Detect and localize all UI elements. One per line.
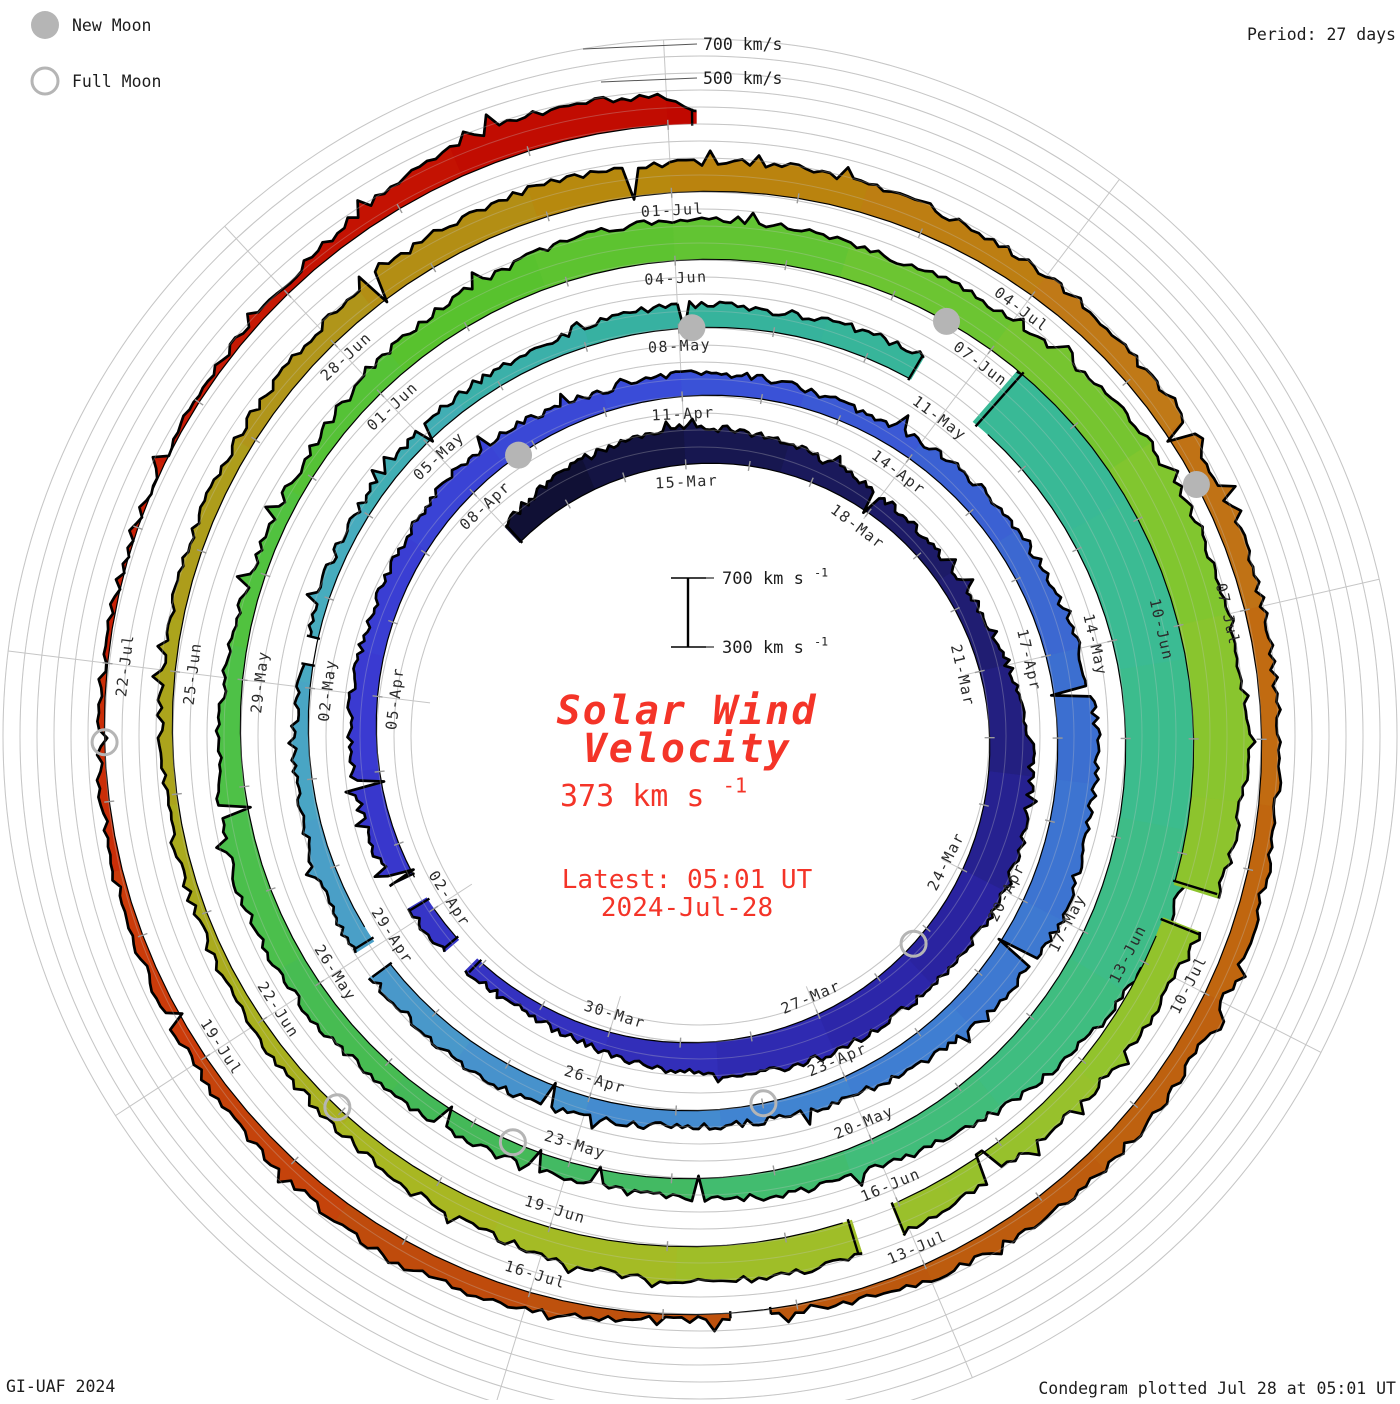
new-moon-marker (933, 308, 960, 335)
full-moon-legend-label: Full Moon (72, 72, 161, 91)
date-label: 04-Jun (644, 267, 708, 288)
latest-time-label: Latest: 05:01 UT (562, 865, 813, 895)
period-label: Period: 27 days (1247, 25, 1396, 44)
outer-500-label: 500 km/s (703, 69, 782, 88)
date-label: 15-Mar (655, 471, 719, 492)
chart-title-line2: Velocity (583, 726, 792, 772)
new-moon-legend-icon (31, 11, 59, 39)
outer-700-label: 700 km/s (703, 35, 782, 54)
plotted-label: Condegram plotted Jul 28 at 05:01 UT (1038, 1379, 1396, 1398)
data-edge (770, 1307, 771, 1314)
new-moon-legend-label: New Moon (72, 16, 151, 35)
latest-velocity-value: 373 km s -1 (560, 774, 747, 815)
credit-label: GI-UAF 2024 (6, 1377, 115, 1396)
date-label: 11-Apr (651, 403, 715, 424)
date-label: 08-May (648, 335, 712, 356)
latest-date-label: 2024-Jul-28 (601, 893, 773, 923)
new-moon-marker (505, 442, 532, 469)
new-moon-marker (1183, 471, 1210, 498)
date-label: 01-Jul (640, 200, 704, 221)
scalebar-top-label: 700 km s -1 (722, 565, 828, 589)
scalebar-bottom-label: 300 km s -1 (722, 634, 828, 658)
